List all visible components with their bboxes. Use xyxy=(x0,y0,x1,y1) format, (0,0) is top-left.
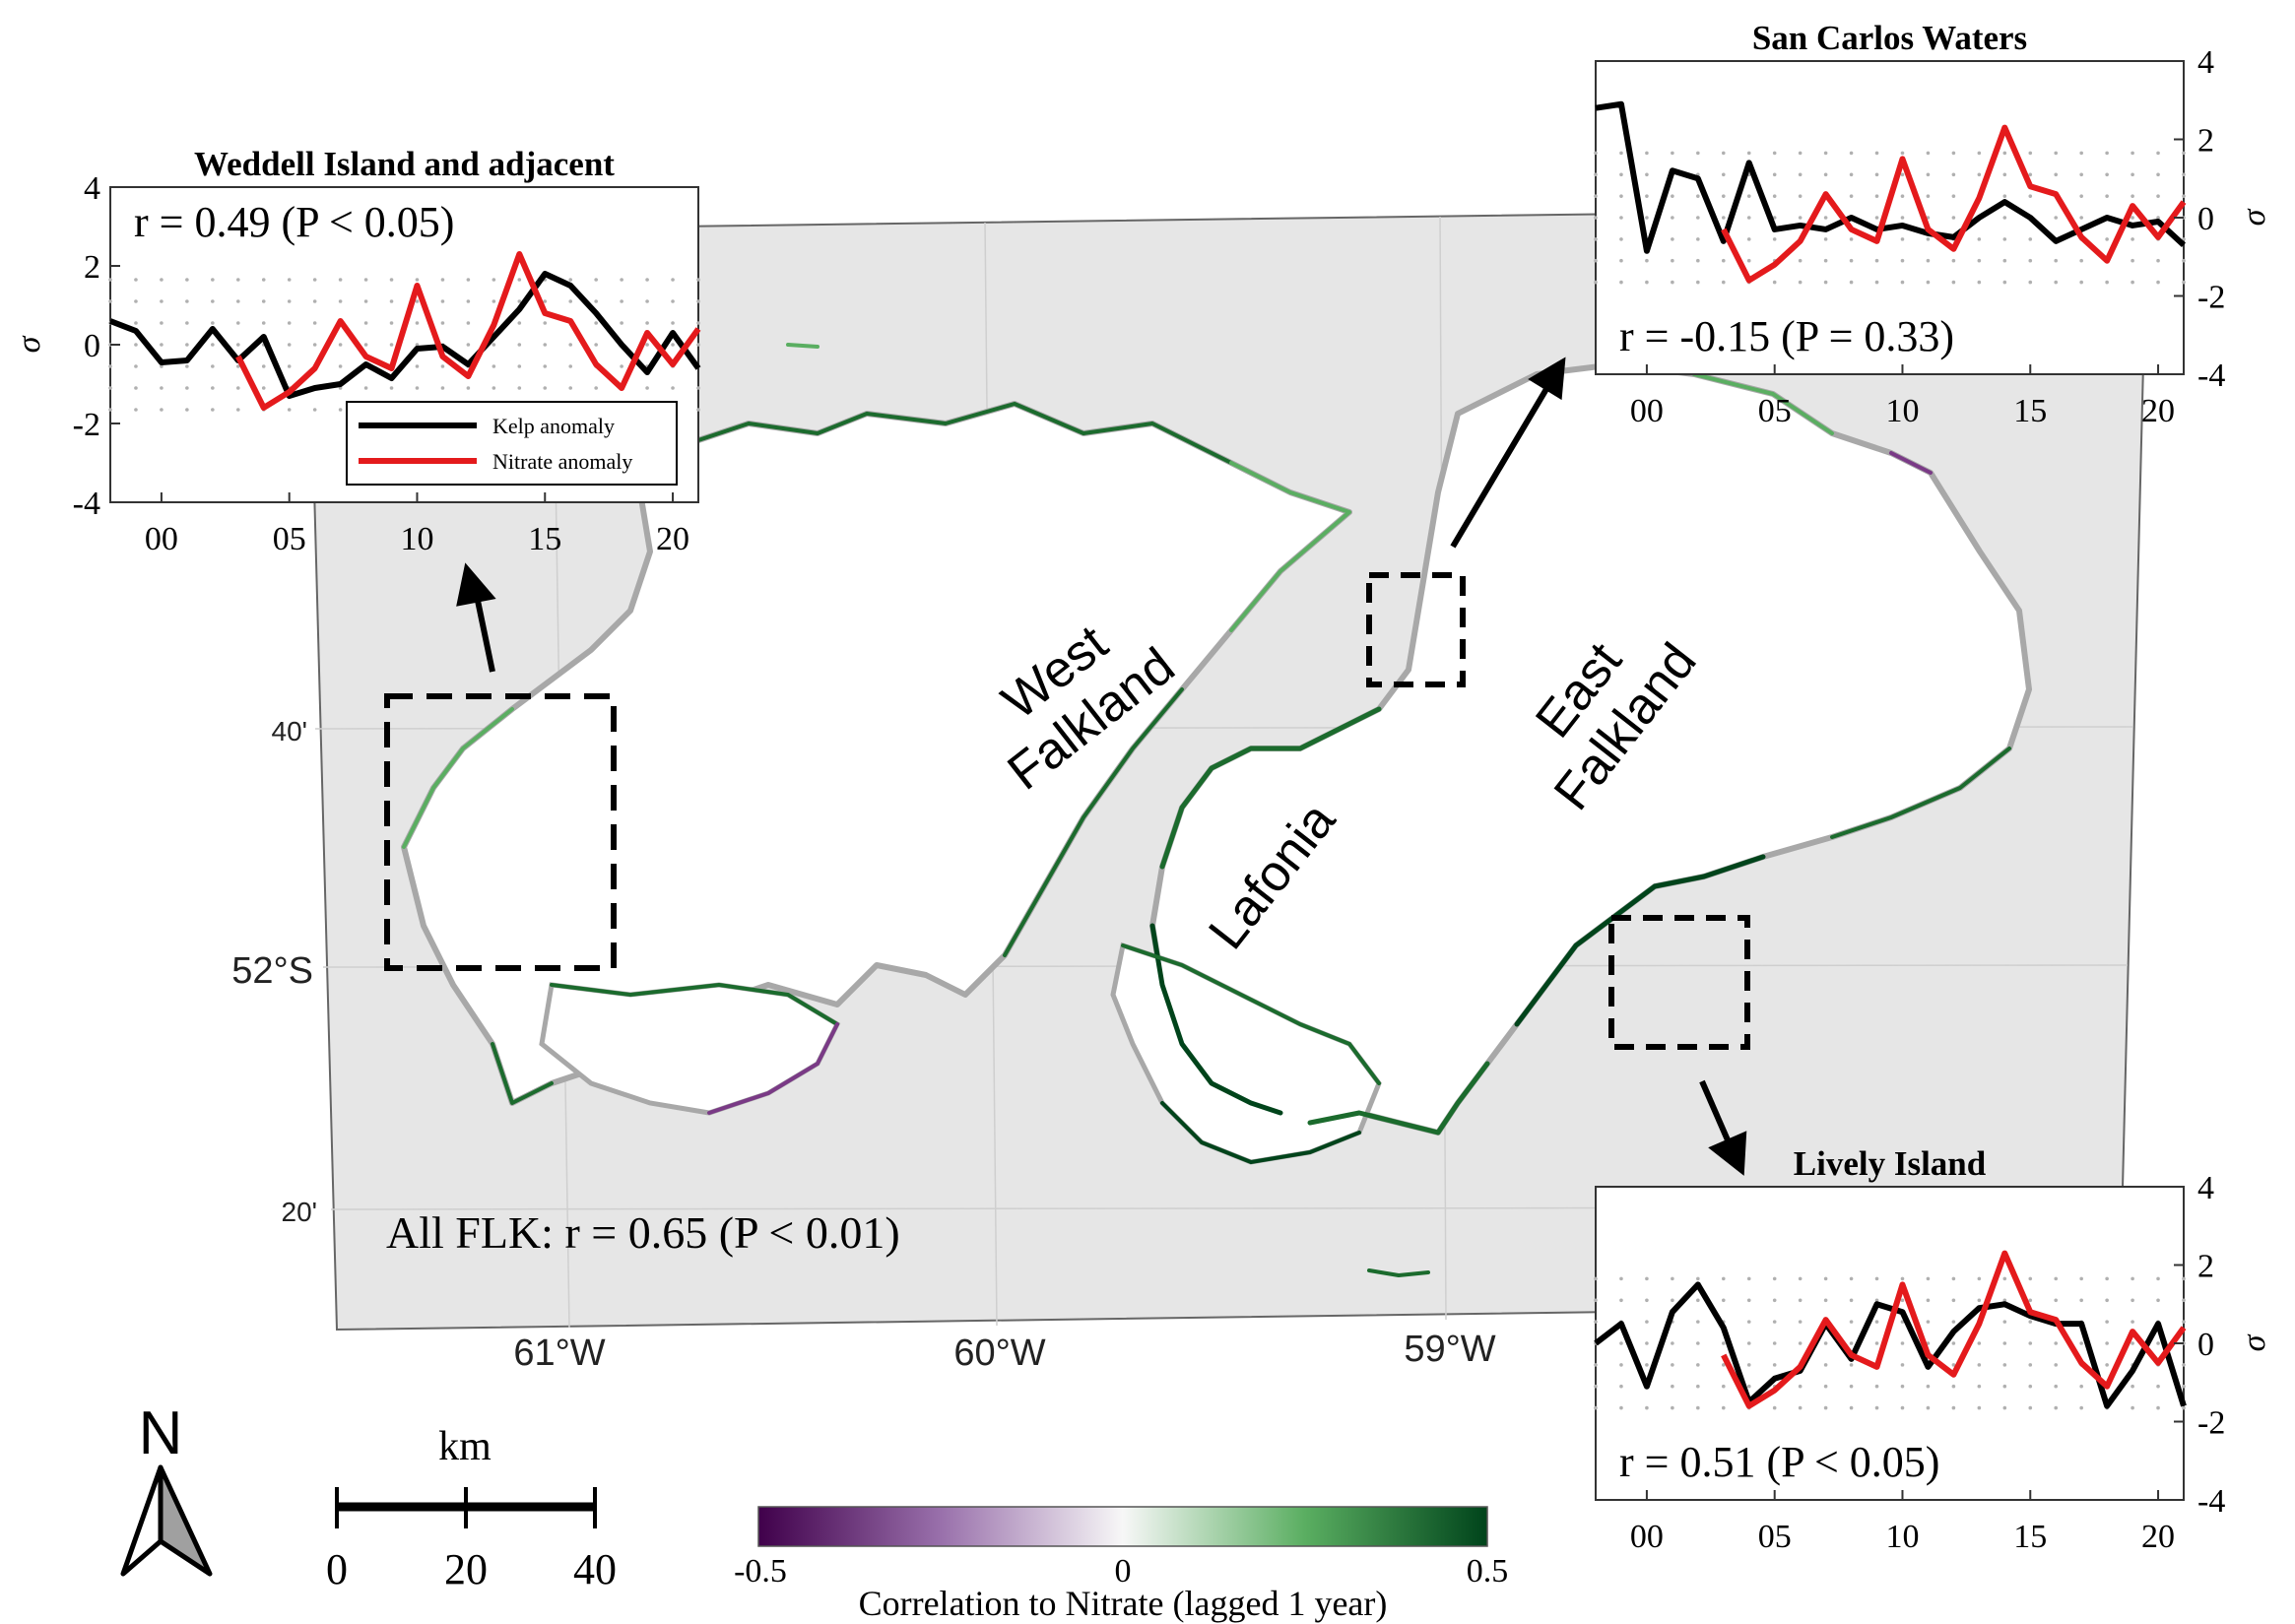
y-tick-label: -2 xyxy=(2197,1405,2225,1442)
x-tick-label: 00 xyxy=(145,521,178,557)
x-tick-label: 20 xyxy=(2141,393,2175,429)
latitude-labels: 40' 52°S 20' xyxy=(231,716,317,1227)
scale-bar-unit: km xyxy=(438,1424,492,1469)
north-arrow: N xyxy=(120,1399,213,1577)
y-tick-label: 2 xyxy=(84,249,100,286)
overall-correlation-stat: All FLK: r = 0.65 (P < 0.01) xyxy=(386,1207,900,1258)
inset-title: Weddell Island and adjacent xyxy=(194,145,615,183)
north-arrow-left-half xyxy=(120,1464,164,1577)
inset-title: Lively Island xyxy=(1794,1144,1987,1183)
x-tick-label: 15 xyxy=(528,521,561,557)
y-axis-label: σ xyxy=(11,335,47,353)
colorbar-label: Correlation to Nitrate (lagged 1 year) xyxy=(859,1584,1388,1623)
colorbar-gradient xyxy=(757,1506,1488,1547)
lon-label-59w: 59°W xyxy=(1404,1329,1495,1370)
y-tick-label: 0 xyxy=(2197,201,2214,237)
lat-label-52s: 52°S xyxy=(231,950,313,992)
nitrate-anomaly-line xyxy=(1721,124,2187,284)
x-tick-label: 05 xyxy=(1758,393,1792,429)
scale-bar: km 0 20 40 xyxy=(326,1424,617,1593)
y-tick-label: -4 xyxy=(73,486,100,522)
y-tick-label: 4 xyxy=(84,170,100,207)
map: WestFalkland EastFalkland Lafonia All FL… xyxy=(231,205,2149,1374)
y-axis-label: σ xyxy=(2236,208,2272,226)
x-tick-label: 20 xyxy=(2141,1519,2175,1555)
north-arrow-label: N xyxy=(139,1399,183,1467)
inset-correlation-stat: r = -0.15 (P = 0.33) xyxy=(1619,312,1954,360)
x-tick-label: 15 xyxy=(2013,1519,2047,1555)
nitrate-anomaly-line xyxy=(235,251,701,411)
x-tick-label: 10 xyxy=(400,521,433,557)
x-tick-label: 05 xyxy=(273,521,306,557)
lively-selection-box xyxy=(1608,915,1750,1050)
lat-label-40: 40' xyxy=(272,716,308,747)
x-tick-label: 15 xyxy=(2013,393,2047,429)
lat-label-20: 20' xyxy=(282,1197,318,1227)
y-tick-label: 2 xyxy=(2197,1249,2214,1285)
y-axis-label: σ xyxy=(2236,1333,2272,1351)
lon-label-61w: 61°W xyxy=(513,1332,605,1374)
x-tick-label: 05 xyxy=(1758,1519,1792,1555)
inset-title: San Carlos Waters xyxy=(1752,19,2027,57)
y-tick-label: -2 xyxy=(2197,280,2225,316)
inset-correlation-stat: r = 0.51 (P < 0.05) xyxy=(1619,1438,1939,1486)
inset-arrows xyxy=(456,357,1747,1176)
weddell-selection-box xyxy=(384,693,617,971)
y-tick-label: 4 xyxy=(2197,44,2214,81)
north-arrow-right-half xyxy=(158,1464,213,1577)
kelp-anomaly-line xyxy=(108,271,701,399)
lon-label-60w: 60°W xyxy=(953,1332,1045,1374)
legend-label: Kelp anomaly xyxy=(492,414,615,438)
x-tick-label: 10 xyxy=(1885,1519,1919,1555)
y-tick-label: 0 xyxy=(84,328,100,364)
y-tick-label: 4 xyxy=(2197,1170,2214,1206)
san-carlos-selection-box xyxy=(1366,572,1466,687)
inset-sample-scatter xyxy=(1594,1276,2186,1410)
kelp-anomaly-line xyxy=(1595,100,2187,254)
y-tick-label: 2 xyxy=(2197,123,2214,160)
scale-tick-0: 0 xyxy=(326,1545,348,1593)
inset-correlation-stat: r = 0.49 (P < 0.05) xyxy=(134,198,454,246)
inset-legend: Kelp anomaly Nitrate anomaly xyxy=(346,401,678,486)
y-tick-label: 0 xyxy=(2197,1327,2214,1363)
colorbar: -0.5 0 0.5 Correlation to Nitrate (lagge… xyxy=(734,1506,1509,1623)
x-tick-label: 10 xyxy=(1885,393,1919,429)
x-tick-label: 00 xyxy=(1630,1519,1664,1555)
nitrate-anomaly-line xyxy=(1721,1250,2187,1409)
legend-label: Nitrate anomaly xyxy=(492,449,632,474)
scale-tick-20: 20 xyxy=(444,1545,488,1593)
colorbar-tick-min: -0.5 xyxy=(734,1553,787,1590)
x-tick-label: 00 xyxy=(1630,393,1664,429)
y-tick-label: -2 xyxy=(73,407,100,443)
y-tick-label: -4 xyxy=(2197,1483,2225,1520)
colorbar-tick-mid: 0 xyxy=(1115,1553,1132,1590)
longitude-labels: 61°W 60°W 59°W xyxy=(513,1329,1495,1374)
y-tick-label: -4 xyxy=(2197,357,2225,394)
kelp-anomaly-line xyxy=(1594,1281,2187,1409)
x-tick-label: 20 xyxy=(656,521,689,557)
scale-tick-40: 40 xyxy=(573,1545,617,1593)
colorbar-tick-max: 0.5 xyxy=(1467,1553,1509,1590)
